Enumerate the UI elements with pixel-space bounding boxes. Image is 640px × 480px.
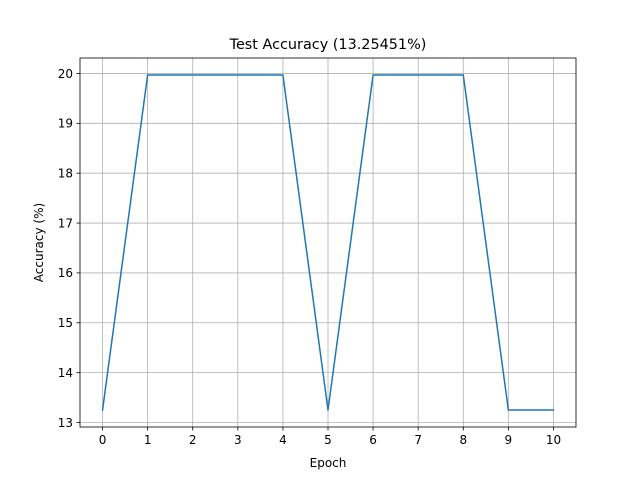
chart-title: Test Accuracy (13.25451%) — [229, 37, 427, 53]
y-tick-label: 16 — [58, 266, 73, 280]
x-tick-label: 0 — [99, 433, 107, 447]
grid-lines — [80, 58, 576, 427]
x-tick-label: 9 — [505, 433, 513, 447]
x-tick-label: 2 — [189, 433, 197, 447]
x-tick-label: 7 — [414, 433, 422, 447]
x-tick-label: 1 — [144, 433, 152, 447]
y-tick-label: 19 — [58, 117, 73, 131]
x-tick-label: 3 — [234, 433, 242, 447]
y-tick-label: 15 — [58, 316, 73, 330]
series-line — [101, 74, 555, 411]
series-layer — [101, 74, 555, 411]
y-axis-label: Accuracy (%) — [32, 203, 46, 282]
x-tick-label: 5 — [324, 433, 332, 447]
y-tick-label: 18 — [58, 166, 73, 180]
y-tick-label: 20 — [58, 67, 73, 81]
axis-ticks: 0 1 2 3 4 5 6 7 8 9 10 13 14 15 16 17 18 19 20 — [58, 67, 561, 447]
y-tick-label: 17 — [58, 216, 73, 230]
x-tick-label: 8 — [459, 433, 467, 447]
y-tick-label: 14 — [58, 366, 73, 380]
x-tick-label: 4 — [279, 433, 287, 447]
x-tick-label: 10 — [546, 433, 561, 447]
x-tick-label: 6 — [369, 433, 377, 447]
y-tick-label: 13 — [58, 416, 73, 430]
x-axis-label: Epoch — [310, 456, 347, 470]
